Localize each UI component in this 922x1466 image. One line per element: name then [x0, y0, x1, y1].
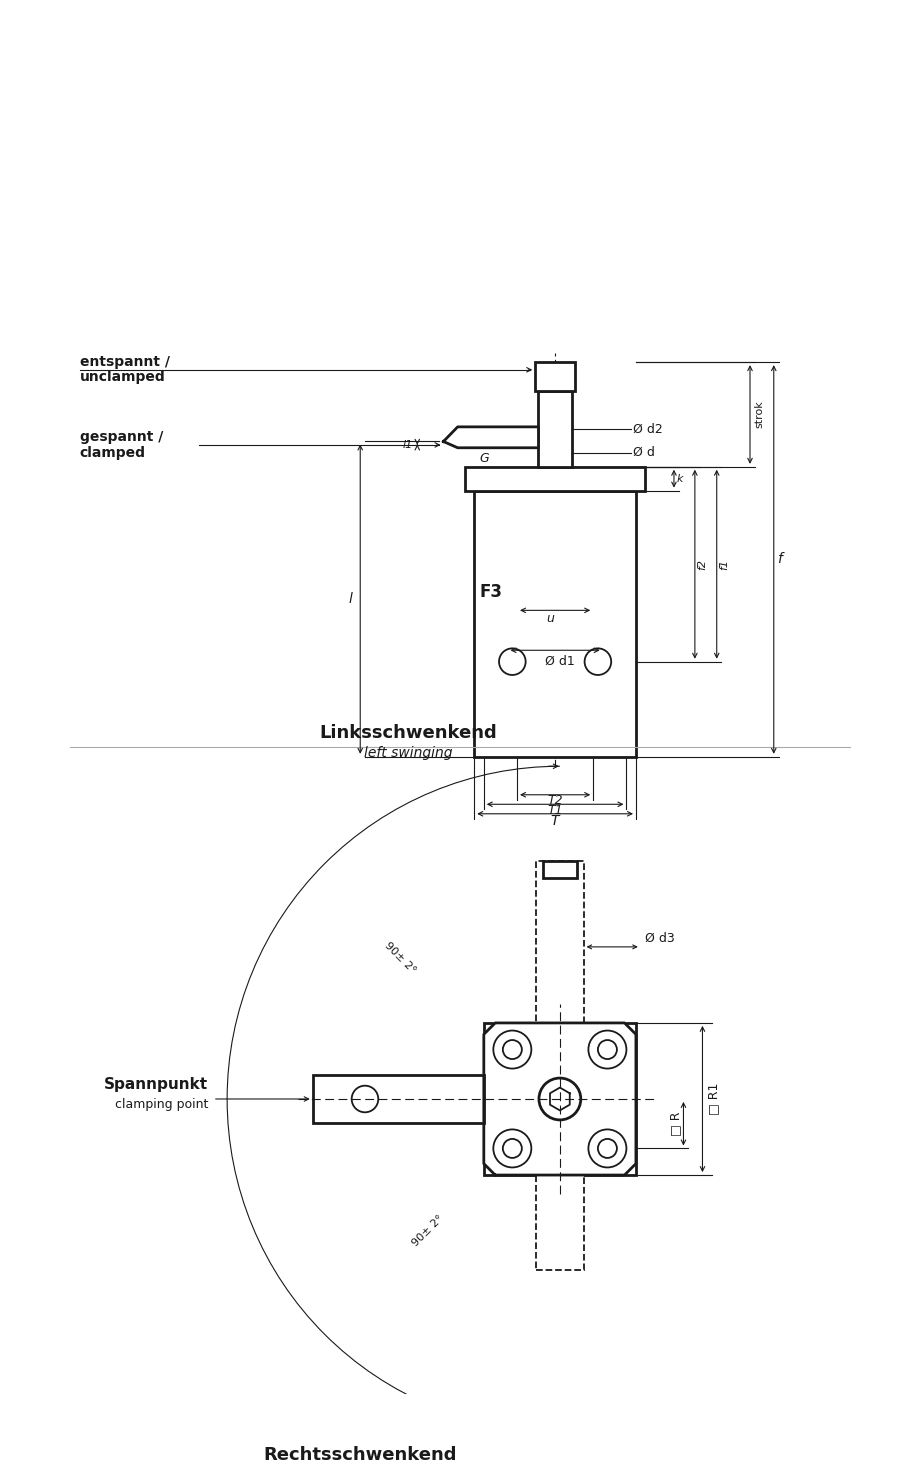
Text: entspannt /: entspannt / — [80, 355, 170, 369]
Text: f2: f2 — [698, 559, 708, 570]
Bar — [474, 491, 636, 756]
Text: u: u — [547, 611, 554, 625]
Text: left swinging: left swinging — [363, 746, 452, 759]
Bar — [484, 1023, 636, 1176]
Polygon shape — [484, 1023, 636, 1176]
Text: f: f — [776, 553, 782, 566]
Text: k: k — [677, 474, 683, 484]
Text: Spannpunkt: Spannpunkt — [104, 1078, 208, 1092]
Text: T1: T1 — [548, 803, 563, 817]
Text: clamping point: clamping point — [114, 1098, 208, 1111]
Text: □ R: □ R — [669, 1111, 682, 1136]
Text: Rechtsschwenkend: Rechtsschwenkend — [264, 1447, 457, 1465]
Bar — [465, 466, 645, 491]
Text: clamped: clamped — [80, 446, 146, 459]
Text: unclamped: unclamped — [80, 371, 166, 384]
Bar — [313, 1075, 484, 1123]
Bar — [543, 862, 576, 878]
Text: 90± 2°: 90± 2° — [382, 940, 418, 975]
Text: Ø d2: Ø d2 — [633, 422, 663, 435]
Bar — [536, 862, 584, 1023]
Text: l: l — [349, 592, 353, 605]
Text: Linksschwenkend: Linksschwenkend — [319, 724, 497, 742]
Text: G: G — [479, 452, 489, 465]
Text: T: T — [550, 814, 560, 828]
Text: F3: F3 — [479, 583, 502, 601]
Text: Ø d: Ø d — [633, 446, 655, 459]
Text: f1: f1 — [719, 559, 729, 570]
Text: l1: l1 — [403, 440, 413, 450]
Text: □ R1: □ R1 — [707, 1083, 720, 1116]
Text: T2: T2 — [548, 795, 563, 808]
Text: 90± 2°: 90± 2° — [410, 1212, 445, 1248]
Text: gespannt /: gespannt / — [80, 431, 163, 444]
Bar — [538, 391, 572, 466]
Bar — [536, 1176, 584, 1270]
Text: Ø d3: Ø d3 — [645, 932, 675, 946]
Bar — [535, 362, 575, 391]
Polygon shape — [443, 427, 538, 447]
Text: Ø d1: Ø d1 — [545, 654, 574, 667]
Text: strok: strok — [755, 400, 764, 428]
